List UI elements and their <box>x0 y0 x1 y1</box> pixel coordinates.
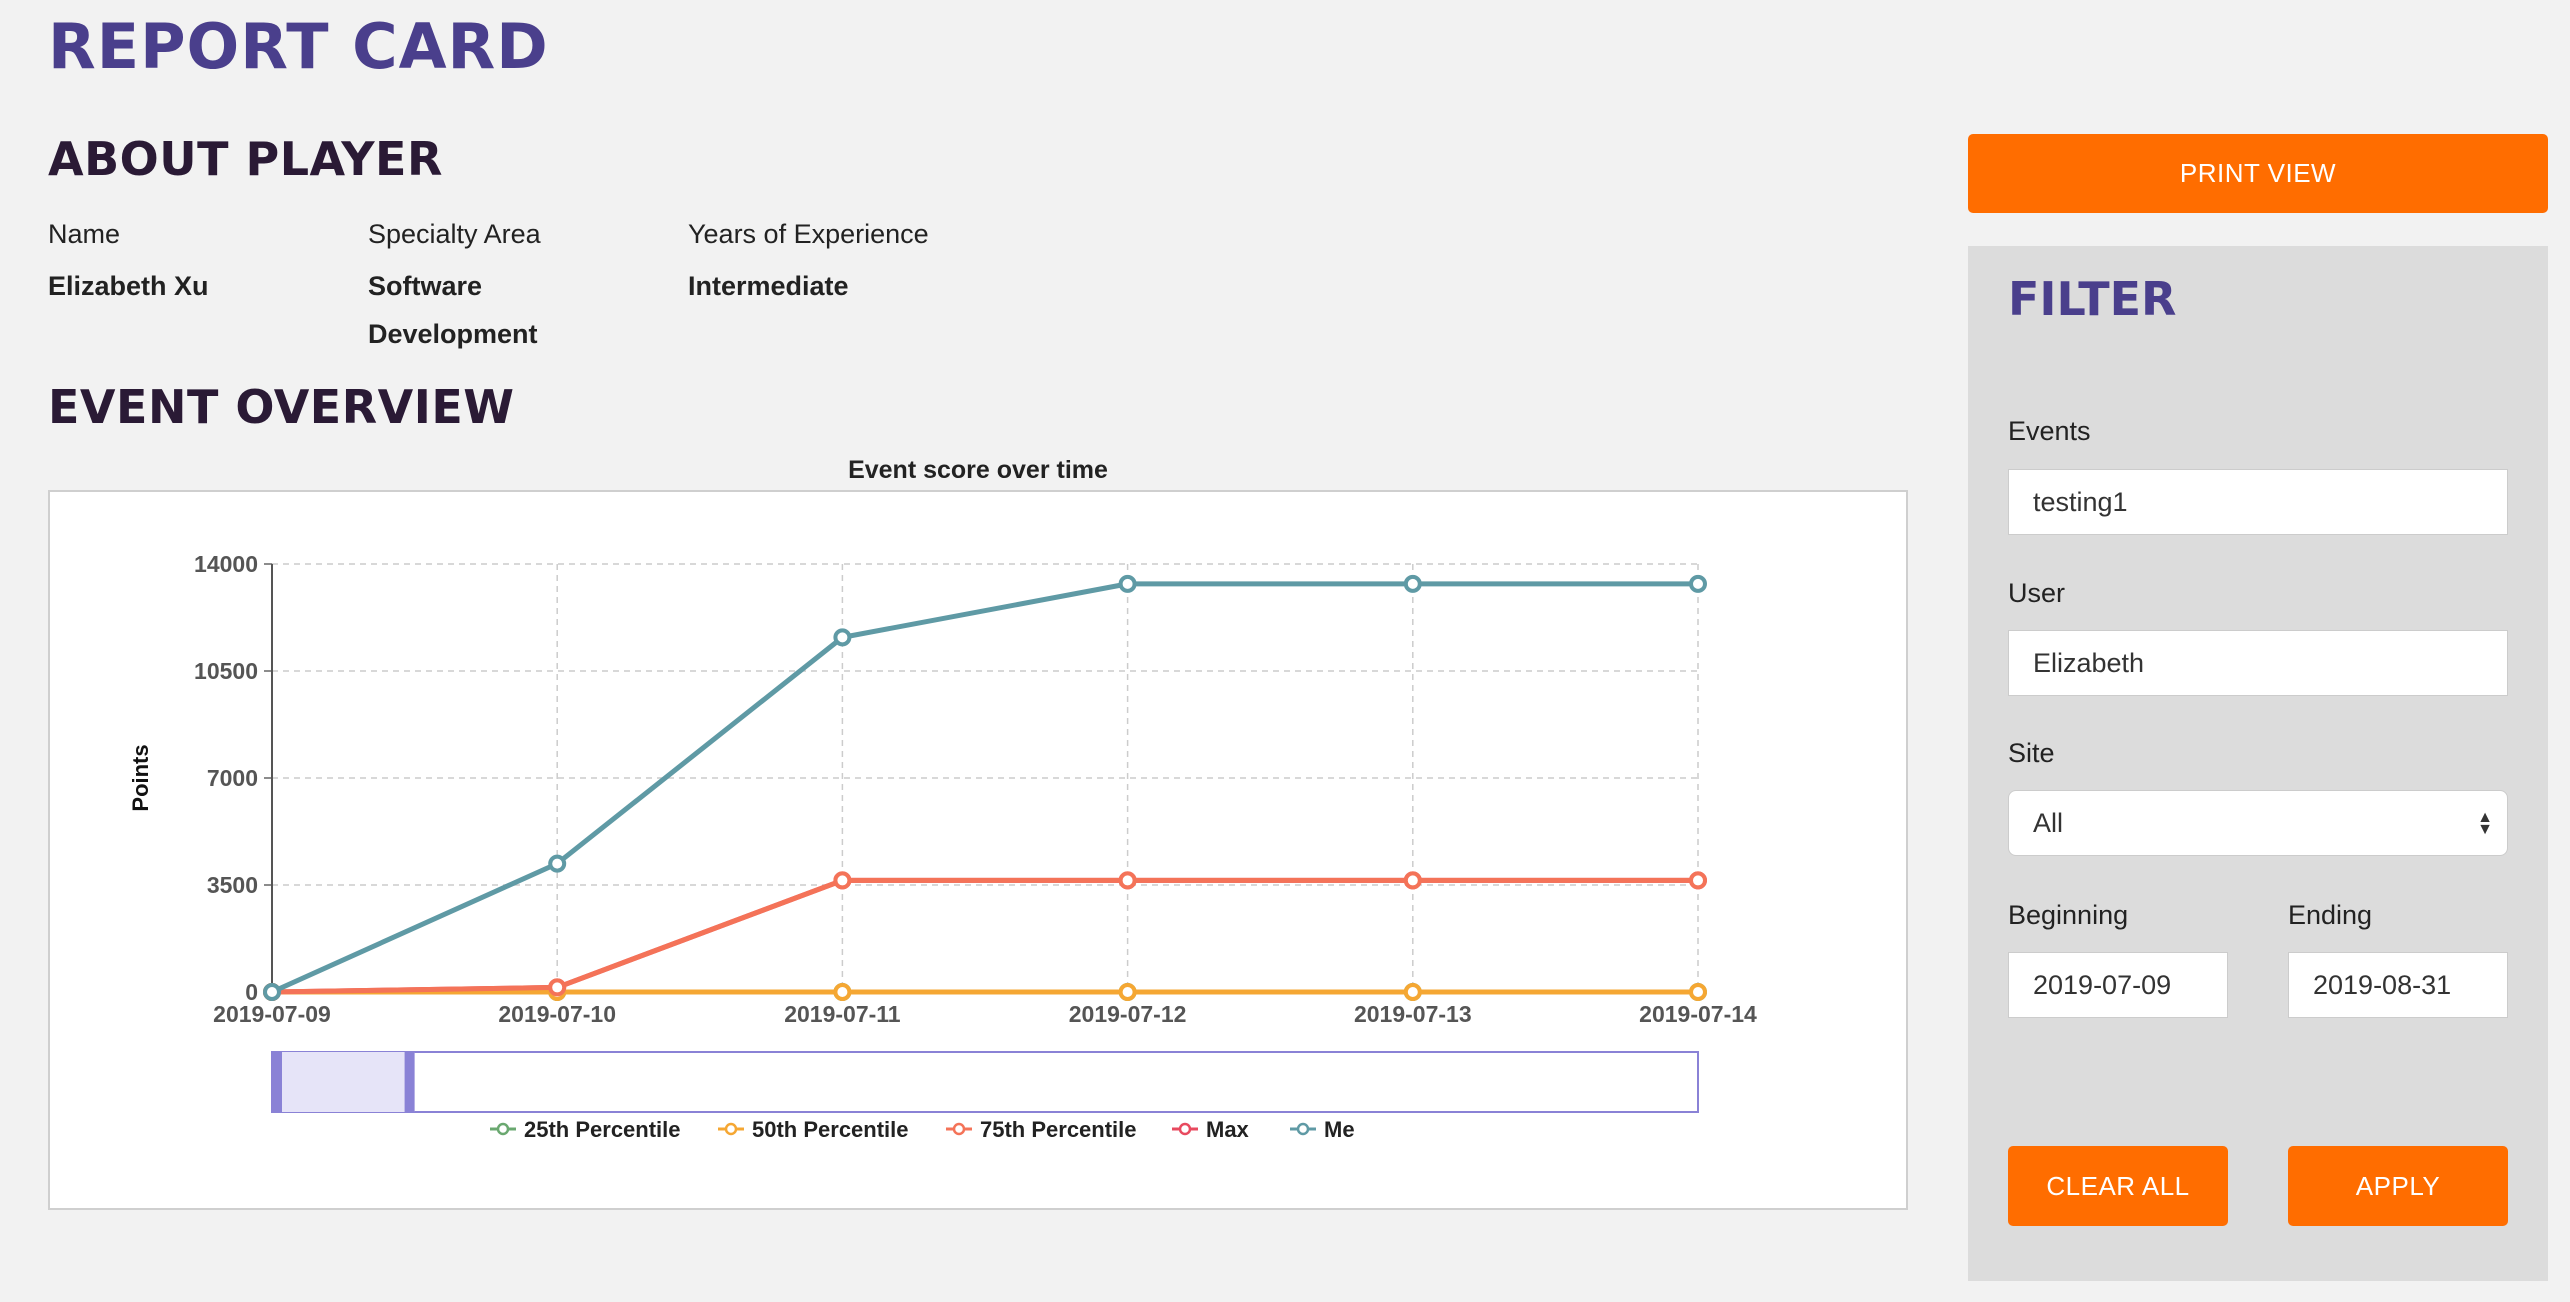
beginning-date-input[interactable]: 2019-07-09 <box>2008 952 2228 1018</box>
x-tick-label: 2019-07-10 <box>498 1001 616 1027</box>
clear-all-button[interactable]: CLEAR ALL <box>2008 1146 2228 1226</box>
legend-swatch-marker <box>952 1122 966 1136</box>
y-tick-label: 7000 <box>207 765 258 791</box>
legend-entry[interactable]: 75th Percentile <box>980 1117 1137 1142</box>
print-view-button[interactable]: PRINT VIEW <box>1968 134 2548 213</box>
legend-swatch-marker <box>724 1122 738 1136</box>
legend-swatch-marker <box>1296 1122 1310 1136</box>
x-tick-label: 2019-07-14 <box>1639 1001 1757 1027</box>
specialty-value-line2: Development <box>368 319 538 349</box>
data-point <box>1689 983 1707 1001</box>
name-value: Elizabeth Xu <box>48 271 209 301</box>
site-select-value: All <box>2033 808 2064 838</box>
series-line-75th-percentile <box>271 877 1698 995</box>
experience-label: Years of Experience <box>688 219 929 249</box>
page-title: REPORT CARD <box>48 10 549 83</box>
zoom-handle-right[interactable] <box>404 1052 415 1112</box>
data-point <box>1118 574 1137 593</box>
events-label: Events <box>2008 416 2091 446</box>
select-arrows-icon: ▲ ▼ <box>2477 809 2493 838</box>
apply-button[interactable]: APPLY <box>2288 1146 2508 1226</box>
zoom-slider-selection <box>272 1052 415 1112</box>
site-label: Site <box>2008 738 2055 768</box>
y-tick-label: 14000 <box>194 551 258 577</box>
legend-entry[interactable]: Max <box>1206 1117 1250 1142</box>
about-player-heading: ABOUT PLAYER <box>48 132 443 186</box>
legend-entry[interactable]: 25th Percentile <box>524 1117 681 1142</box>
data-point <box>1403 983 1422 1001</box>
data-point <box>1403 871 1422 890</box>
legend-entry[interactable]: Me <box>1324 1117 1355 1142</box>
data-point <box>1403 574 1422 593</box>
specialty-label: Specialty Area <box>368 219 541 249</box>
x-tick-label: 2019-07-13 <box>1354 1001 1472 1027</box>
line-chart: 0 3500 7000 10500 14000 2019-07-09 2019-07-10 2… <box>128 551 1757 1142</box>
ending-label: Ending <box>2288 900 2373 930</box>
data-point <box>1118 983 1137 1001</box>
specialty-value-line1: Software <box>368 271 483 301</box>
y-tick-label: 10500 <box>194 658 258 684</box>
zoom-slider-track <box>271 1051 1699 1113</box>
experience-value: Intermediate <box>688 271 849 301</box>
data-point <box>548 978 567 997</box>
data-point <box>833 628 852 647</box>
x-tick-label: 2019-07-12 <box>1069 1001 1187 1027</box>
x-tick-label: 2019-07-11 <box>784 1001 901 1027</box>
filter-heading: FILTER <box>2008 272 2177 326</box>
beginning-label: Beginning <box>2008 900 2129 930</box>
chart-container: 0 3500 7000 10500 14000 2019-07-09 2019-07-10 2… <box>48 490 1908 1210</box>
data-point <box>548 854 567 873</box>
user-label: User <box>2008 578 2066 608</box>
data-point <box>1689 871 1707 890</box>
y-tick-label: 3500 <box>207 872 258 898</box>
user-input[interactable]: Elizabeth <box>2008 630 2508 696</box>
filter-panel: FILTER Events testing1 User Elizabeth Si… <box>1968 246 2548 1281</box>
x-tick-label: 2019-07-09 <box>213 1001 331 1027</box>
events-input[interactable]: testing1 <box>2008 469 2508 535</box>
chart-title: Event score over time <box>848 456 1108 484</box>
specialty-value: Software Development <box>368 262 668 358</box>
legend-swatch-marker <box>496 1122 510 1136</box>
data-point <box>833 871 852 890</box>
data-point <box>833 983 852 1001</box>
legend-entry[interactable]: 50th Percentile <box>752 1117 909 1142</box>
name-field: Name Elizabeth Xu <box>48 216 348 310</box>
data-point <box>1689 574 1707 593</box>
legend-swatch-marker <box>1178 1122 1192 1136</box>
event-overview-heading: EVENT OVERVIEW <box>48 380 515 434</box>
y-axis-label: Points <box>128 744 153 811</box>
site-select[interactable]: All ▲ ▼ <box>2008 790 2508 856</box>
ending-date-input[interactable]: 2019-08-31 <box>2288 952 2508 1018</box>
data-point <box>263 983 281 1001</box>
y-tick-label: 0 <box>245 979 258 1005</box>
zoom-handle-left[interactable] <box>272 1052 282 1112</box>
data-point <box>1118 871 1137 890</box>
specialty-field: Specialty Area Software Development <box>368 216 668 358</box>
series-line-me <box>270 581 1698 995</box>
name-label: Name <box>48 219 121 249</box>
experience-field: Years of Experience Intermediate <box>688 216 1088 310</box>
